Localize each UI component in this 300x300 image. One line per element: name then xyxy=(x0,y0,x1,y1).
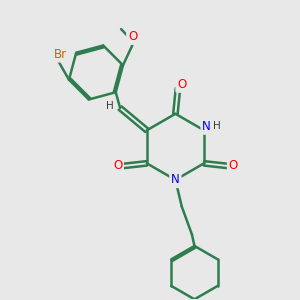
Text: N: N xyxy=(171,173,180,186)
Text: O: O xyxy=(128,30,137,43)
Text: H: H xyxy=(106,100,114,110)
Text: O: O xyxy=(229,159,238,172)
Text: N: N xyxy=(202,120,211,133)
Text: O: O xyxy=(113,159,122,172)
Text: H: H xyxy=(213,122,220,131)
Text: O: O xyxy=(177,78,186,91)
Text: O: O xyxy=(128,31,137,44)
Text: Br: Br xyxy=(53,48,67,61)
